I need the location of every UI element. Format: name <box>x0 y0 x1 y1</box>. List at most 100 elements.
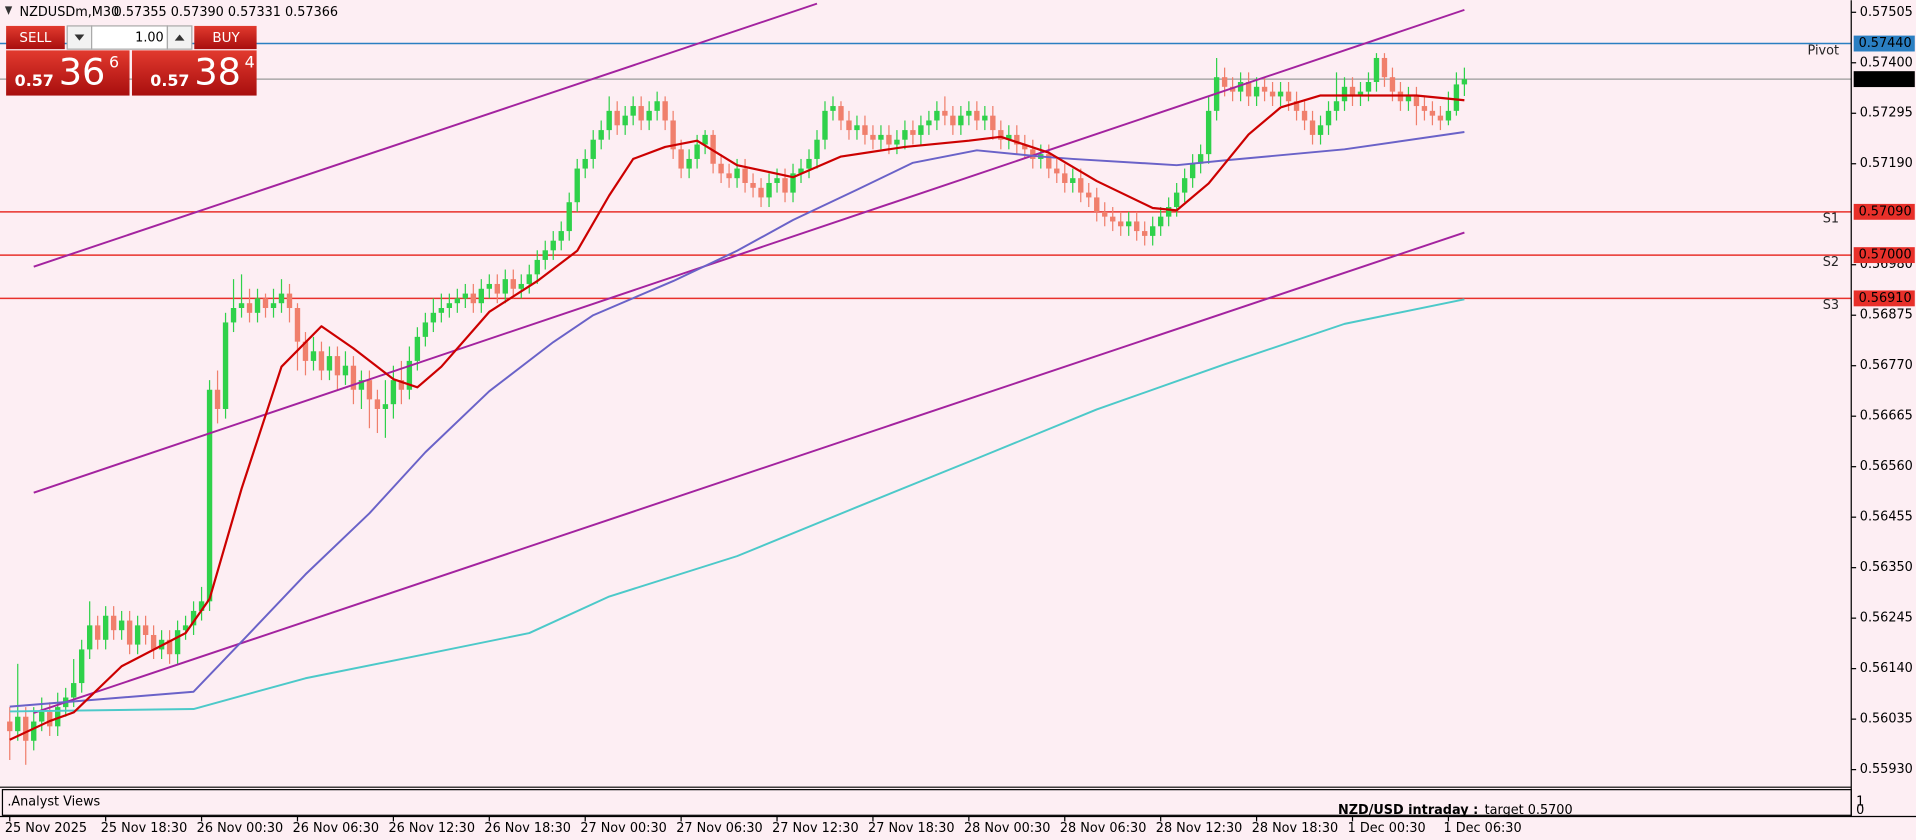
buy-button[interactable] <box>194 25 257 50</box>
candle-body <box>502 279 508 294</box>
candle-body <box>302 341 309 361</box>
down-arrow <box>74 34 85 41</box>
candle-body <box>1405 96 1412 102</box>
candle-body <box>1086 192 1092 198</box>
candle-body <box>1261 86 1268 92</box>
candle-body <box>1094 197 1100 212</box>
candle-body <box>598 130 604 140</box>
chart-header: NZDUSDm,M30 0.57355 0.57390 0.57331 0.57… <box>4 5 338 20</box>
level-badge-label: 0.57090 <box>1859 204 1912 219</box>
candle-body <box>630 106 636 116</box>
buy-label[interactable]: BUY <box>212 31 240 46</box>
candle-body <box>542 250 548 260</box>
candle-body <box>1429 110 1436 116</box>
indicator-line <box>33 8 1465 494</box>
candle-body <box>566 202 572 232</box>
y-tick-label: 0.57190 <box>1860 156 1913 171</box>
sell-label[interactable]: SELL <box>19 31 52 46</box>
candle-body <box>934 110 940 121</box>
candle-body <box>174 630 181 655</box>
candle-body <box>1413 96 1420 107</box>
candle-body <box>614 110 620 126</box>
current-price-badge <box>1853 71 1915 88</box>
ohlc: 0.57355 0.57390 0.57331 0.57366 <box>114 5 338 20</box>
level-name: S2 <box>1823 255 1839 270</box>
y-tick-label: 0.56350 <box>1860 560 1913 575</box>
candle-body <box>446 303 453 309</box>
overlay: 0.575050.574000.572950.571900.569800.568… <box>5 5 1915 836</box>
candle-body <box>1237 82 1244 92</box>
candle-body <box>982 115 988 121</box>
price-small: 6 <box>109 52 119 71</box>
sell-button[interactable] <box>6 25 65 50</box>
candle-body <box>1197 154 1204 164</box>
candle-body <box>862 125 868 135</box>
y-tick-label: 0.56245 <box>1860 611 1913 626</box>
candle-body <box>1461 79 1468 85</box>
buy-price-box[interactable] <box>131 50 257 96</box>
price-prefix: 0.57 <box>15 70 54 89</box>
candle-body <box>998 130 1004 140</box>
candle-body <box>94 625 101 640</box>
x-tick-label: 25 Nov 18:30 <box>101 821 187 836</box>
buy-price[interactable]: 0.57 38 4 <box>150 50 254 93</box>
candle-body <box>974 110 980 121</box>
candle-body <box>1277 91 1284 97</box>
x-tick-label: 26 Nov 18:30 <box>484 821 570 836</box>
candle-body <box>1445 110 1452 121</box>
x-tick-label: 28 Nov 06:30 <box>1060 821 1146 836</box>
candle-body <box>814 139 820 159</box>
candle-body <box>606 110 612 131</box>
candle-body <box>398 380 405 390</box>
candle-body <box>918 125 924 135</box>
candle-body <box>230 308 237 323</box>
candle-body <box>558 231 564 241</box>
sell-price-box[interactable] <box>6 50 130 96</box>
candle-body <box>270 303 277 309</box>
up-arrow <box>174 34 185 41</box>
plot-area <box>0 2 1852 765</box>
y-tick-label: 0.56665 <box>1860 409 1913 424</box>
candle-body <box>326 356 333 371</box>
candle-body <box>222 322 229 409</box>
candle-body <box>1134 221 1140 232</box>
candle-body <box>1421 106 1428 111</box>
x-tick-label: 1 Dec 00:30 <box>1348 821 1426 836</box>
candle-body <box>694 144 700 159</box>
candle-body <box>190 610 197 626</box>
candle-body <box>438 308 445 313</box>
candle-body <box>118 620 125 631</box>
level-name: S1 <box>1823 212 1839 227</box>
candle-body <box>654 101 660 111</box>
candle-body <box>1118 221 1124 227</box>
level-badge <box>1853 247 1915 264</box>
level-name: Pivot <box>1808 43 1840 58</box>
candle-body <box>342 365 349 376</box>
candle-body <box>1070 178 1076 183</box>
candle-body <box>750 182 756 188</box>
candle-body <box>942 110 948 116</box>
indicator-line <box>9 131 1465 708</box>
level-badge-label: 0.57000 <box>1859 248 1912 263</box>
indicator-scale: 0 <box>1856 803 1864 818</box>
y-tick-label: 0.55930 <box>1860 762 1913 777</box>
sell-price[interactable]: 0.57 36 6 <box>15 50 119 93</box>
candle-body <box>790 173 796 193</box>
level-badge <box>1853 290 1915 307</box>
candle-body <box>366 380 373 400</box>
y-tick-label: 0.56140 <box>1860 661 1913 676</box>
candle-body <box>782 178 788 193</box>
candle-body <box>894 139 900 145</box>
candle-body <box>1253 86 1260 97</box>
candle-body <box>1349 86 1356 97</box>
lot-value[interactable]: 1.00 <box>135 31 164 46</box>
candle-body <box>926 120 932 126</box>
candle-body <box>830 106 836 111</box>
candle-body <box>1317 125 1324 135</box>
candle-body <box>494 283 500 294</box>
candle-body <box>1165 207 1172 217</box>
price-big: 38 <box>194 50 241 93</box>
indicator-line <box>9 94 1465 741</box>
